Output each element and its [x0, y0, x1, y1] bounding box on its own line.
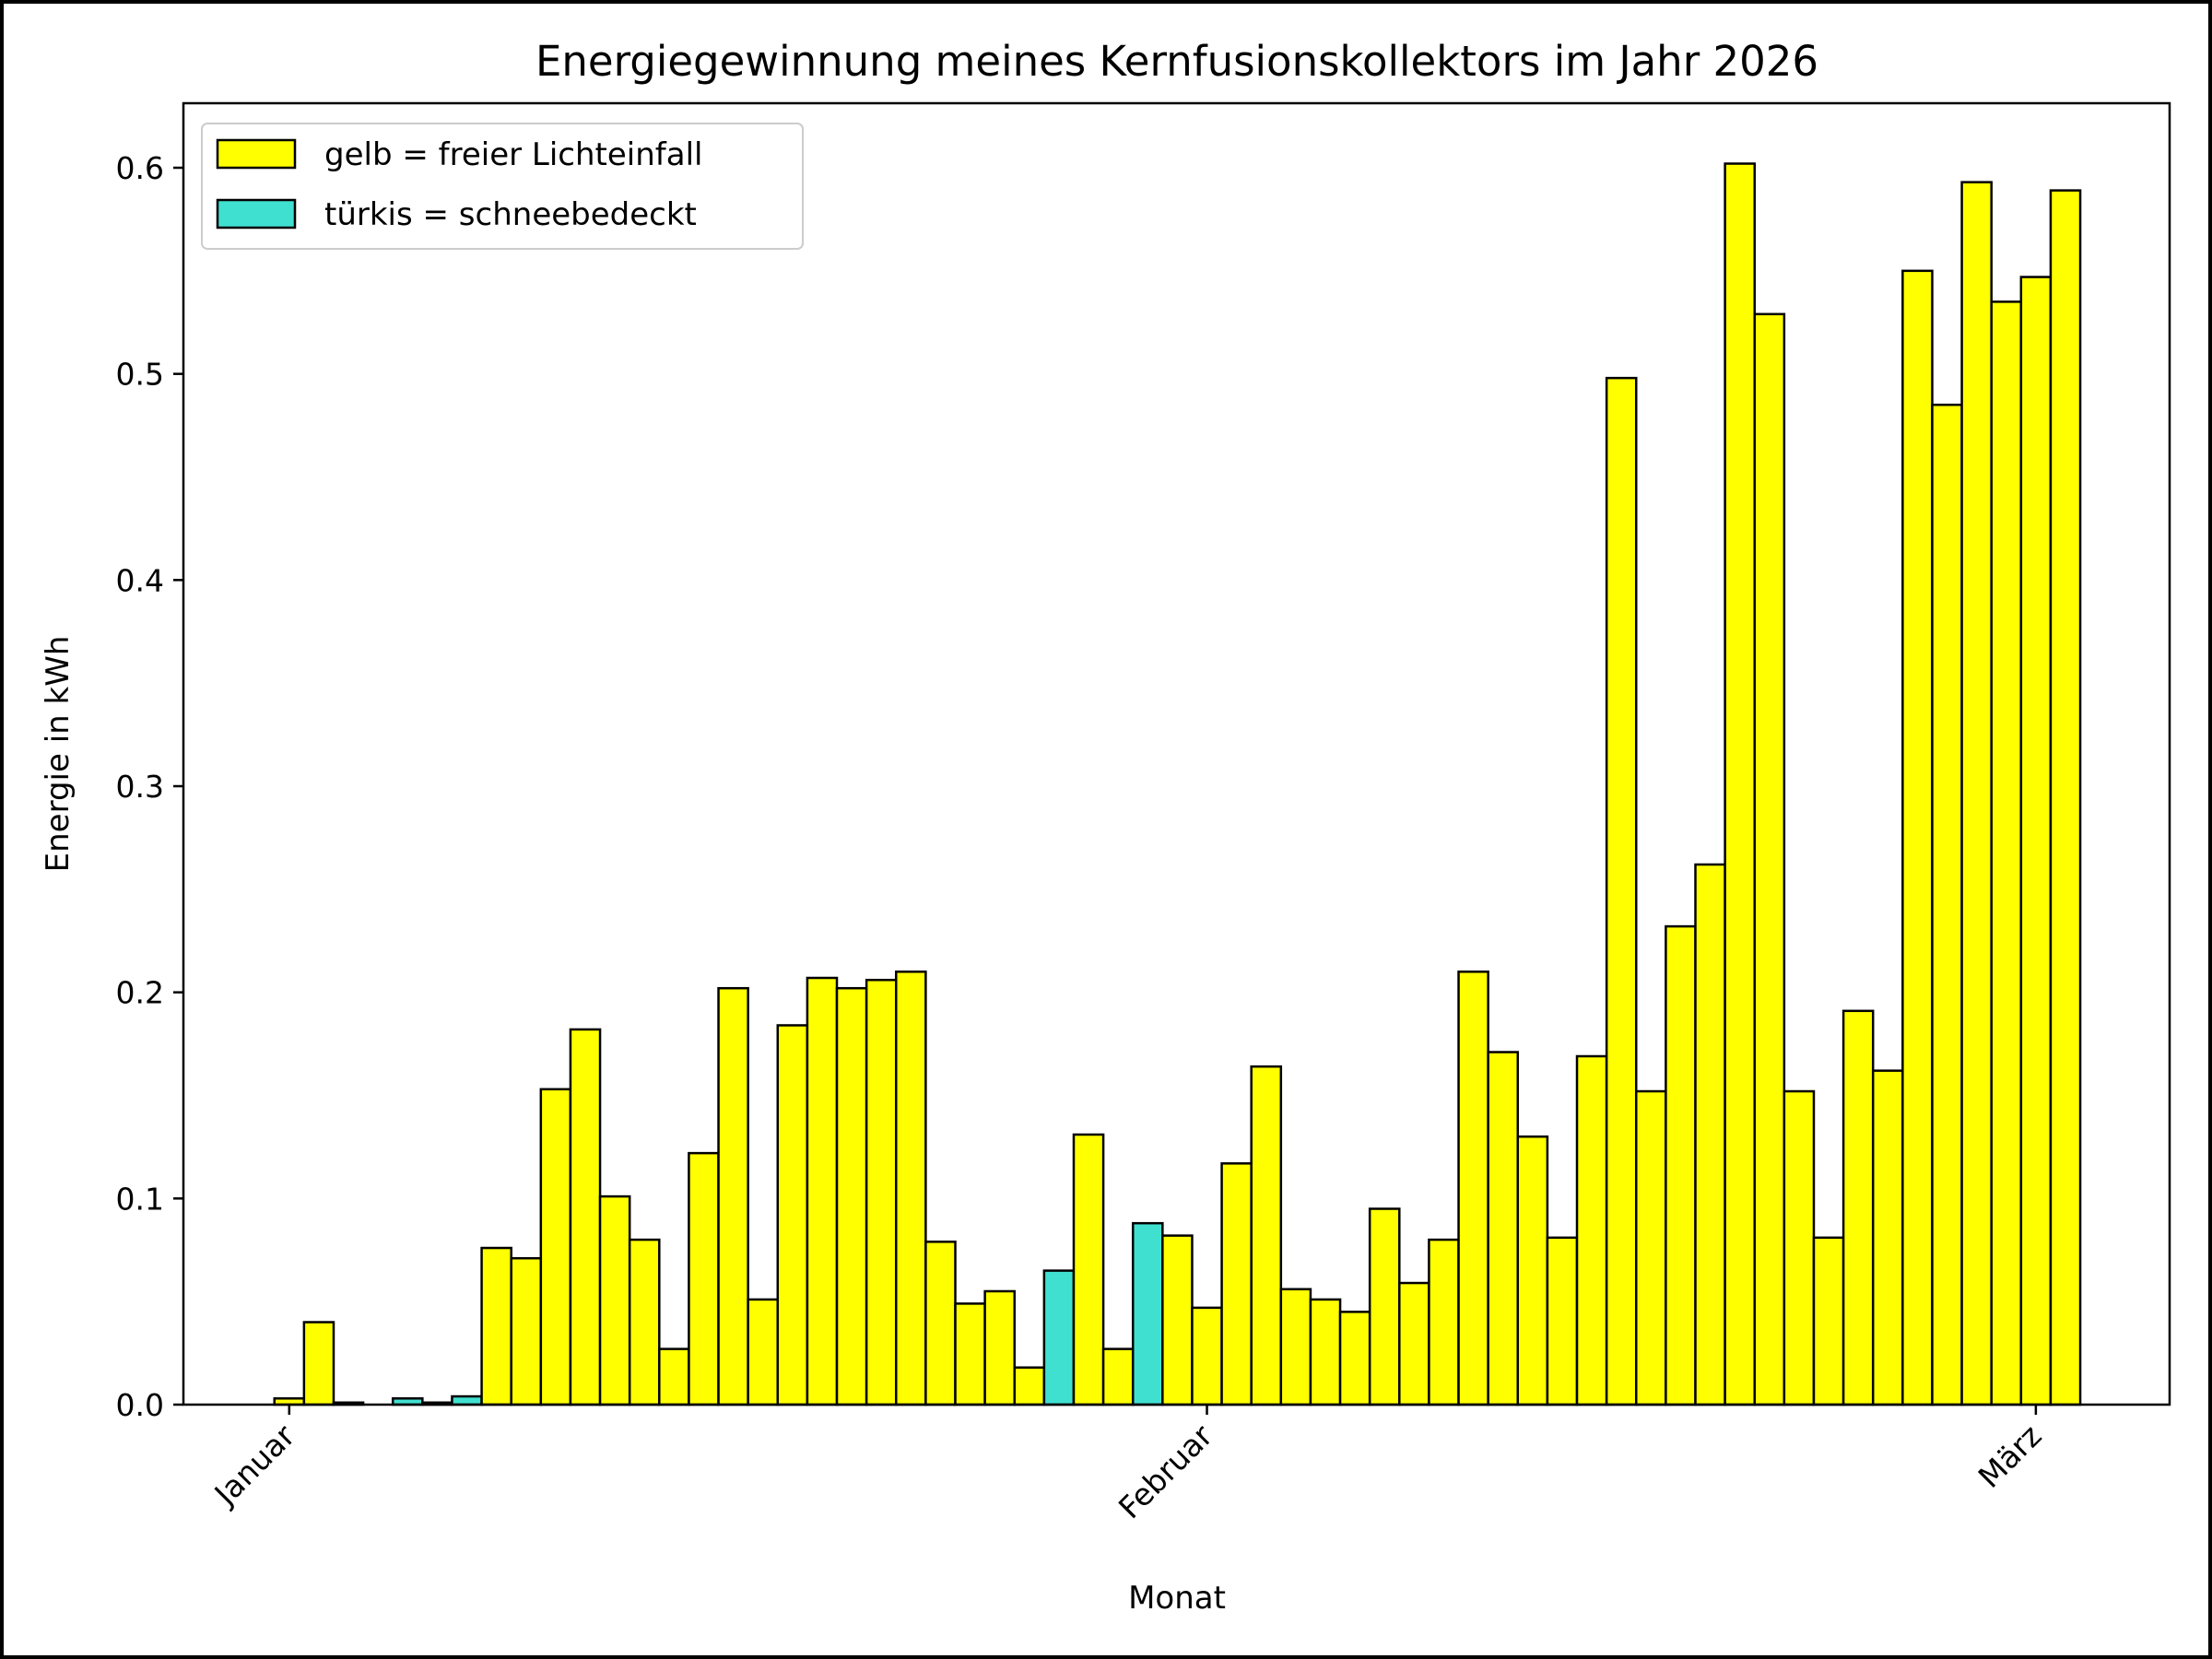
bar — [1368, 1207, 1401, 1406]
legend-swatch-turquoise — [216, 198, 297, 229]
bar — [1516, 1135, 1549, 1406]
bar — [1309, 1298, 1342, 1406]
legend-label-turquoise: türkis = schneebedeckt — [324, 196, 697, 233]
legend-box — [201, 123, 804, 250]
bar — [658, 1347, 690, 1406]
bar — [1279, 1288, 1312, 1406]
bar — [1871, 1069, 1904, 1406]
bar — [1635, 1089, 1667, 1406]
bar — [1072, 1133, 1105, 1406]
y-tick-label: 0.4 — [116, 562, 164, 598]
y-tick-label: 0.6 — [116, 150, 164, 186]
y-tick-label: 0.5 — [116, 357, 164, 393]
bar — [569, 1028, 602, 1406]
bar — [1546, 1236, 1579, 1406]
bar — [1042, 1269, 1076, 1406]
bar — [1428, 1238, 1460, 1406]
bar — [1487, 1051, 1520, 1406]
x-axis: Januar Februar März — [206, 1405, 2049, 1525]
bar — [1960, 181, 1993, 1406]
y-axis-label: Energie in kWh — [40, 636, 76, 873]
bar — [2019, 276, 2053, 1406]
bar — [1338, 1311, 1371, 1406]
plot-area-border — [182, 101, 2171, 1406]
bar — [1665, 924, 1697, 1406]
bar — [451, 1394, 483, 1406]
bar — [1931, 403, 1963, 1406]
bar — [806, 976, 839, 1406]
bar — [1783, 1089, 1816, 1406]
bar — [1841, 1009, 1875, 1406]
bar — [1990, 300, 2023, 1406]
bar — [895, 971, 927, 1406]
bar — [1901, 269, 1934, 1406]
bar — [628, 1238, 661, 1406]
bar — [510, 1256, 543, 1406]
bar — [2049, 189, 2082, 1406]
y-tick-label: 0.0 — [116, 1387, 164, 1423]
x-tick-label: Januar — [206, 1418, 302, 1513]
legend-swatch-yellow — [216, 138, 297, 170]
x-tick-label: Februar — [1112, 1418, 1219, 1525]
bar — [1575, 1054, 1608, 1406]
bar — [1398, 1281, 1430, 1406]
bar — [1101, 1347, 1135, 1406]
bar — [1013, 1366, 1046, 1406]
bar — [302, 1321, 335, 1406]
bar — [954, 1302, 986, 1406]
bar — [1131, 1221, 1164, 1406]
bar — [1457, 971, 1489, 1406]
bar — [717, 986, 749, 1406]
bar — [983, 1289, 1016, 1406]
y-axis: 0.0 0.1 0.2 0.3 0.4 0.5 0.6 — [116, 150, 183, 1423]
bar — [747, 1298, 780, 1406]
chart-title: Energiegewinnung meines Kernfusionskolle… — [535, 37, 1818, 86]
bar — [865, 978, 898, 1406]
bar — [1605, 376, 1638, 1406]
legend-label-yellow: gelb = freier Lichteinfall — [324, 136, 702, 173]
bar — [1724, 162, 1756, 1406]
y-tick-label: 0.1 — [116, 1181, 164, 1217]
x-tick-label: März — [1971, 1418, 2049, 1495]
bar — [1753, 312, 1786, 1406]
bar — [480, 1246, 512, 1406]
bar — [1191, 1306, 1223, 1406]
y-tick-label: 0.2 — [116, 975, 164, 1011]
bar — [1812, 1236, 1845, 1406]
bar — [776, 1024, 809, 1406]
bar — [688, 1151, 720, 1406]
legend: gelb = freier Lichteinfall türkis = schn… — [201, 123, 804, 250]
bar — [835, 986, 868, 1406]
bar — [924, 1241, 957, 1406]
bar — [539, 1088, 572, 1406]
bar — [1220, 1162, 1253, 1406]
x-axis-label: Monat — [1128, 1580, 1226, 1617]
bar — [598, 1194, 631, 1406]
bars — [273, 162, 2082, 1406]
bar — [1250, 1065, 1283, 1406]
bar — [1694, 863, 1726, 1406]
y-tick-label: 0.3 — [116, 769, 164, 805]
bar — [1161, 1234, 1194, 1406]
